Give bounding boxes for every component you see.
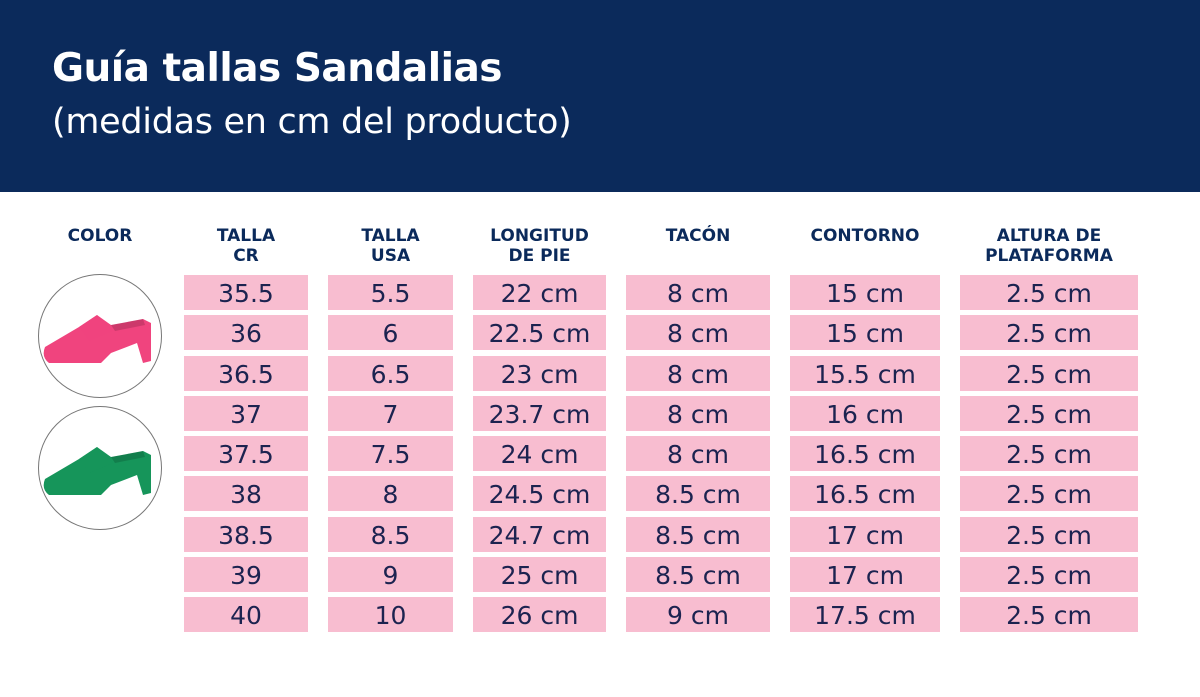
- table-cell: 8 cm: [626, 355, 770, 391]
- table-cell: 39: [184, 557, 308, 593]
- table-cell: 2.5 cm: [960, 436, 1138, 472]
- table-cell: 36: [184, 315, 308, 351]
- column-header: LONGITUD DE PIE: [490, 226, 589, 266]
- table-cell: 2.5 cm: [960, 355, 1138, 391]
- table-column: 22 cm 22.5 cm 23 cm 23.7 cm 24 cm 24.5 cm 24.7…: [473, 275, 606, 638]
- table-cell: 40: [184, 597, 308, 633]
- table-cell: 35.5: [184, 275, 308, 310]
- table-cell: 8 cm: [626, 395, 770, 431]
- table-cell: 8.5 cm: [626, 476, 770, 512]
- column-header-color: COLOR: [67, 226, 133, 246]
- table-cell: 8 cm: [626, 315, 770, 351]
- table-cell: 22.5 cm: [473, 315, 606, 351]
- table-column: 35.5 36 36.5 37 37.5 38 38.5 39 40: [184, 275, 308, 638]
- table-cell: 2.5 cm: [960, 557, 1138, 593]
- table-cell: 24 cm: [473, 436, 606, 472]
- page-title: Guía tallas Sandalias: [52, 46, 503, 91]
- table-cell: 7: [328, 395, 453, 431]
- table-cell: 15.5 cm: [790, 355, 940, 391]
- table-cell: 2.5 cm: [960, 516, 1138, 552]
- table-cell: 38.5: [184, 516, 308, 552]
- table-cell: 9: [328, 557, 453, 593]
- table-cell: 24.7 cm: [473, 516, 606, 552]
- column-header: TALLA CR: [216, 226, 276, 266]
- table-cell: 2.5 cm: [960, 275, 1138, 310]
- table-column: 5.5 6 6.5 7 7.5 8 8.5 9 10: [328, 275, 453, 638]
- table-cell: 16.5 cm: [790, 476, 940, 512]
- table-cell: 2.5 cm: [960, 315, 1138, 351]
- table-cell: 8: [328, 476, 453, 512]
- sandal-shape: [43, 447, 151, 495]
- header-banner: Guía tallas Sandalias (medidas en cm del…: [0, 0, 1200, 192]
- table-cell: 15 cm: [790, 275, 940, 310]
- table-cell: 9 cm: [626, 597, 770, 633]
- table-cell: 17 cm: [790, 557, 940, 593]
- table-cell: 37.5: [184, 436, 308, 472]
- table-cell: 24.5 cm: [473, 476, 606, 512]
- table-cell: 6.5: [328, 355, 453, 391]
- table-cell: 7.5: [328, 436, 453, 472]
- table-cell: 37: [184, 395, 308, 431]
- table-cell: 25 cm: [473, 557, 606, 593]
- table-cell: 23.7 cm: [473, 395, 606, 431]
- green-sandal-icon: [38, 406, 162, 530]
- table-cell: 22 cm: [473, 275, 606, 310]
- table-cell: 23 cm: [473, 355, 606, 391]
- column-header: TALLA USA: [361, 226, 420, 266]
- table-cell: 8.5: [328, 516, 453, 552]
- table-cell: 26 cm: [473, 597, 606, 633]
- table-column: 15 cm 15 cm 15.5 cm 16 cm 16.5 cm 16.5 cm 17 c…: [790, 275, 940, 638]
- table-cell: 36.5: [184, 355, 308, 391]
- table-cell: 17 cm: [790, 516, 940, 552]
- sandal-shape: [43, 315, 151, 363]
- table-cell: 8 cm: [626, 275, 770, 310]
- column-header: TACÓN: [665, 226, 731, 246]
- table-cell: 15 cm: [790, 315, 940, 351]
- table-cell: 2.5 cm: [960, 597, 1138, 633]
- table-cell: 5.5: [328, 275, 453, 310]
- table-cell: 2.5 cm: [960, 476, 1138, 512]
- column-header: ALTURA DE PLATAFORMA: [985, 226, 1113, 266]
- table-cell: 16 cm: [790, 395, 940, 431]
- table-cell: 6: [328, 315, 453, 351]
- table-cell: 10: [328, 597, 453, 633]
- table-column: 8 cm 8 cm 8 cm 8 cm 8 cm 8.5 cm 8.5 cm 8.5 cm 9 …: [626, 275, 770, 638]
- table-cell: 2.5 cm: [960, 395, 1138, 431]
- table-cell: 17.5 cm: [790, 597, 940, 633]
- table-column: 2.5 cm 2.5 cm 2.5 cm 2.5 cm 2.5 cm 2.5 cm 2.5 …: [960, 275, 1138, 638]
- column-header: CONTORNO: [810, 226, 920, 246]
- table-cell: 16.5 cm: [790, 436, 940, 472]
- table-cell: 38: [184, 476, 308, 512]
- page-subtitle: (medidas en cm del producto): [52, 102, 572, 142]
- pink-sandal-icon: [38, 274, 162, 398]
- table-cell: 8 cm: [626, 436, 770, 472]
- table-cell: 8.5 cm: [626, 516, 770, 552]
- table-cell: 8.5 cm: [626, 557, 770, 593]
